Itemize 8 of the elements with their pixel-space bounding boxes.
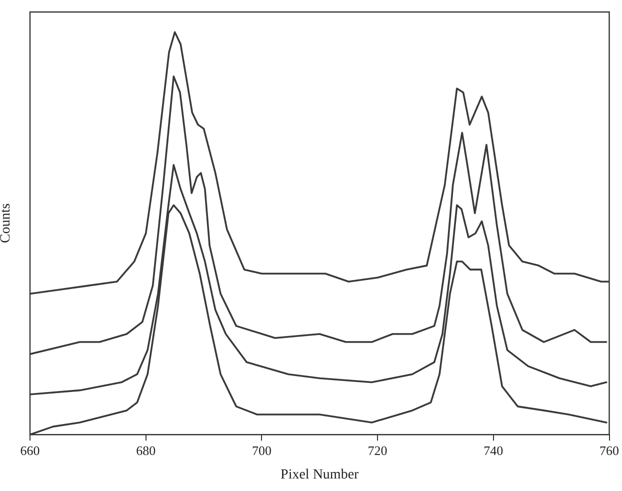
x-tick-label: 720 bbox=[368, 442, 388, 458]
x-tick-label: 680 bbox=[136, 442, 156, 458]
x-tick-label: 740 bbox=[484, 442, 504, 458]
x-tick-label: 660 bbox=[20, 442, 40, 458]
x-axis-title: Pixel Number bbox=[280, 467, 360, 482]
x-tick-label: 700 bbox=[252, 442, 272, 458]
x-tick-label: 760 bbox=[600, 442, 619, 458]
y-axis-title: Counts bbox=[0, 203, 14, 244]
